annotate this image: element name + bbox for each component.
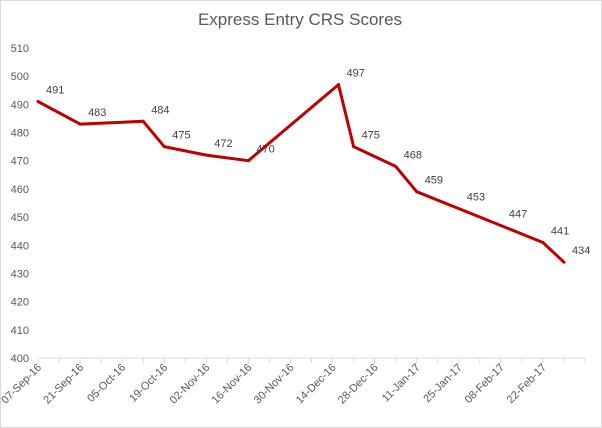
data-label: 453 xyxy=(467,192,485,204)
data-label: 447 xyxy=(509,209,527,221)
data-label: 470 xyxy=(256,144,274,156)
data-point xyxy=(457,207,461,211)
data-point xyxy=(415,190,419,194)
series-line xyxy=(36,83,566,264)
data-point xyxy=(337,83,341,87)
x-tick-label: 19-Oct-16 xyxy=(127,362,170,405)
x-tick-label: 25-Jan-17 xyxy=(421,362,465,406)
x-tick-label: 07-Sep-16 xyxy=(0,362,44,407)
y-tick-label: 480 xyxy=(11,128,29,140)
data-label: 497 xyxy=(347,68,365,80)
x-tick-label: 16-Nov-16 xyxy=(210,362,255,407)
x-tick-label: 30-Nov-16 xyxy=(252,362,297,407)
data-point xyxy=(352,145,356,149)
data-label: 459 xyxy=(425,175,443,187)
data-point xyxy=(499,224,503,228)
y-tick-label: 440 xyxy=(11,240,29,252)
y-tick-label: 510 xyxy=(11,43,29,55)
data-label: 475 xyxy=(172,130,190,142)
x-tick-label: 08-Feb-17 xyxy=(463,362,507,406)
x-tick-label: 05-Oct-16 xyxy=(85,362,128,405)
data-label: 441 xyxy=(551,225,569,237)
data-point xyxy=(36,100,40,104)
data-label: 483 xyxy=(88,107,106,119)
x-tick-label: 28-Dec-16 xyxy=(336,362,381,407)
y-tick-label: 500 xyxy=(11,71,29,83)
x-tick-label: 22-Feb-17 xyxy=(505,362,549,406)
data-label: 468 xyxy=(404,149,422,161)
data-point xyxy=(562,260,566,264)
data-point xyxy=(78,122,82,126)
data-point xyxy=(246,159,250,163)
data-point xyxy=(141,119,145,123)
x-tick-label: 02-Nov-16 xyxy=(168,362,213,407)
y-tick-label: 490 xyxy=(11,99,29,111)
data-label: 484 xyxy=(151,104,169,116)
data-label: 472 xyxy=(214,138,232,150)
data-point xyxy=(204,153,208,157)
x-tick-label: 14-Dec-16 xyxy=(294,362,339,407)
y-tick-label: 420 xyxy=(11,297,29,309)
data-point xyxy=(162,145,166,149)
y-tick-label: 400 xyxy=(11,353,29,365)
data-label: 491 xyxy=(46,85,64,97)
data-label: 434 xyxy=(572,245,590,257)
data-label: 475 xyxy=(362,130,380,142)
y-tick-label: 470 xyxy=(11,156,29,168)
y-tick-label: 410 xyxy=(11,325,29,337)
y-tick-label: 430 xyxy=(11,268,29,280)
y-tick-label: 460 xyxy=(11,184,29,196)
x-tick-label: 11-Jan-17 xyxy=(380,362,423,405)
x-tick-label: 21-Sep-16 xyxy=(41,362,86,407)
y-tick-label: 450 xyxy=(11,212,29,224)
data-point xyxy=(394,164,398,168)
chart-title: Express Entry CRS Scores xyxy=(197,10,403,29)
data-point xyxy=(541,240,545,244)
